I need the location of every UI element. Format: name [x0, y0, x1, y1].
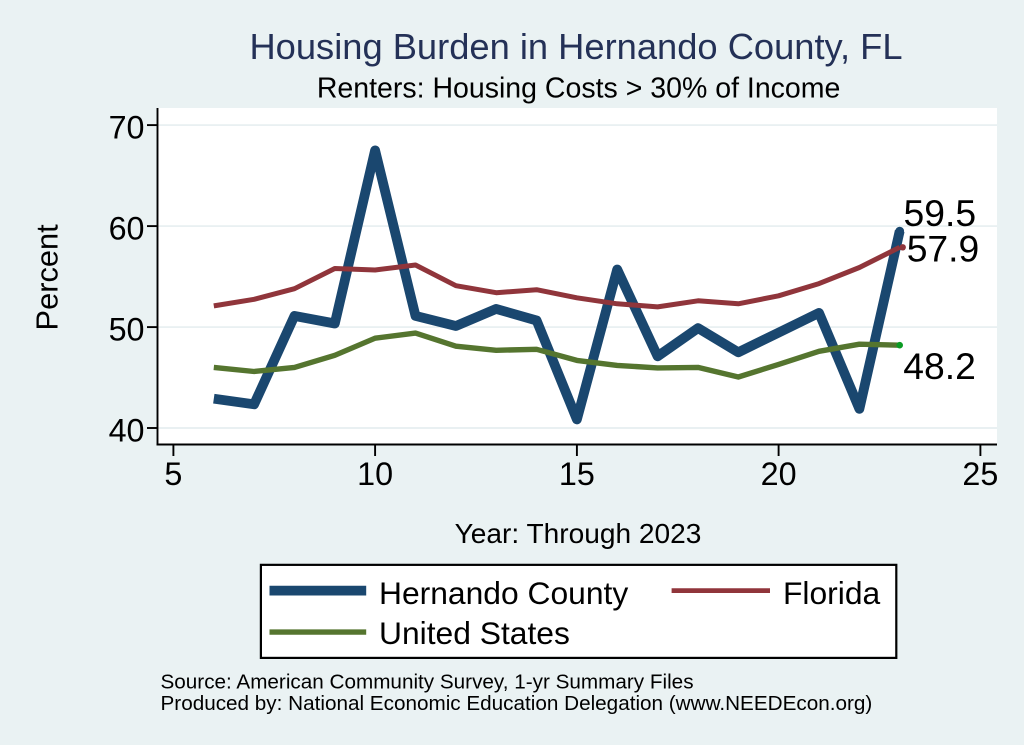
svg-text:Renters: Housing Costs > 30% o: Renters: Housing Costs > 30% of Income — [317, 72, 841, 104]
svg-text:57.9: 57.9 — [907, 228, 980, 270]
svg-text:25: 25 — [962, 456, 998, 492]
svg-text:59.5: 59.5 — [904, 192, 977, 234]
svg-text:Hernando County: Hernando County — [379, 575, 628, 611]
svg-text:Percent: Percent — [30, 224, 65, 331]
svg-text:Housing Burden in Hernando Cou: Housing Burden in Hernando County, FL — [249, 26, 902, 67]
svg-text:50: 50 — [109, 312, 145, 348]
svg-text:Florida: Florida — [783, 575, 881, 611]
svg-text:Produced by: National Economic: Produced by: National Economic Education… — [161, 692, 873, 715]
svg-text:15: 15 — [559, 456, 595, 492]
svg-text:20: 20 — [761, 456, 797, 492]
svg-text:Source: American Community Sur: Source: American Community Survey, 1-yr … — [161, 671, 694, 694]
svg-text:Year: Through 2023: Year: Through 2023 — [455, 518, 702, 549]
svg-text:70: 70 — [109, 110, 145, 146]
svg-text:United States: United States — [379, 615, 570, 651]
svg-text:10: 10 — [357, 456, 393, 492]
svg-text:5: 5 — [164, 456, 182, 492]
svg-text:60: 60 — [109, 211, 145, 247]
svg-text:40: 40 — [109, 413, 145, 449]
svg-text:48.2: 48.2 — [903, 345, 976, 387]
